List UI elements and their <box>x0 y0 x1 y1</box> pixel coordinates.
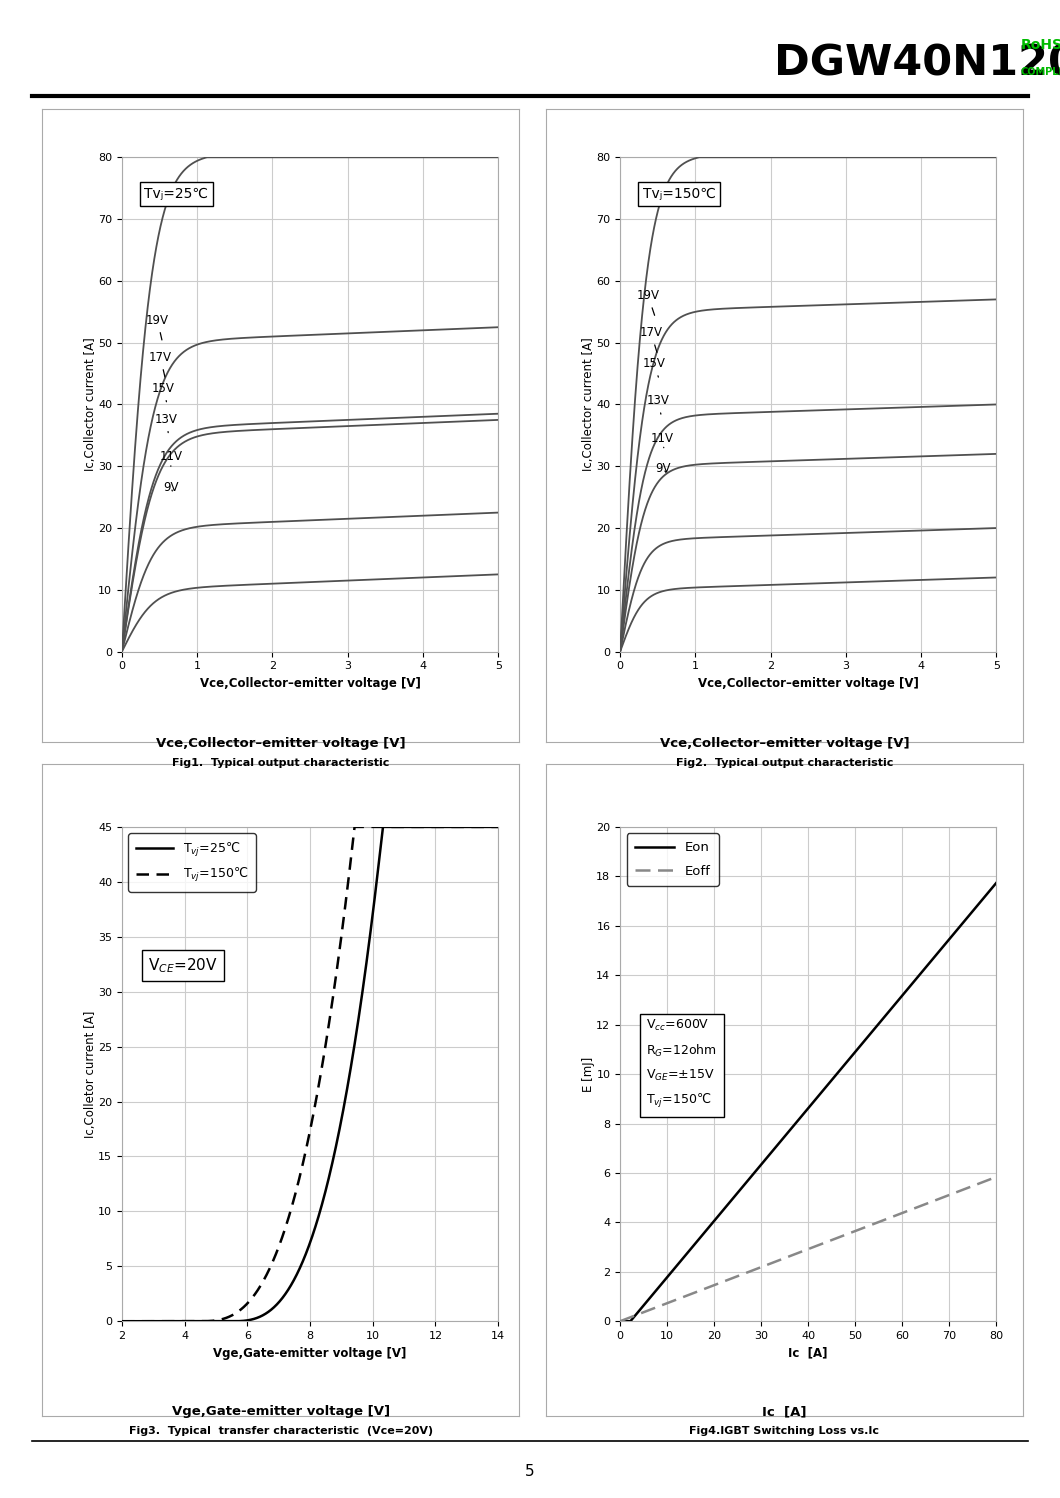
Text: V$_{CE}$=20V: V$_{CE}$=20V <box>148 956 218 975</box>
Y-axis label: Ic,Collector current [A]: Ic,Collector current [A] <box>84 337 96 472</box>
Text: Fig2.  Typical output characteristic: Fig2. Typical output characteristic <box>675 758 894 768</box>
X-axis label: Iᴄ  [A]: Iᴄ [A] <box>789 1347 828 1360</box>
Legend: T$_{vj}$=25℃, T$_{vj}$=150℃: T$_{vj}$=25℃, T$_{vj}$=150℃ <box>128 833 255 891</box>
Text: Tvⱼ=25℃: Tvⱼ=25℃ <box>144 187 209 201</box>
Text: 15V: 15V <box>642 358 666 377</box>
Text: Tvⱼ=150℃: Tvⱼ=150℃ <box>642 187 716 201</box>
Text: DGW40N120CTLQ: DGW40N120CTLQ <box>774 42 1060 84</box>
Y-axis label: Ic,Colletor current [A]: Ic,Colletor current [A] <box>84 1010 96 1138</box>
Text: 17V: 17V <box>149 351 172 377</box>
Y-axis label: Ic,Collector current [A]: Ic,Collector current [A] <box>582 337 595 472</box>
Text: 9V: 9V <box>163 481 179 494</box>
Text: RoHS: RoHS <box>1021 37 1060 52</box>
Text: 13V: 13V <box>647 394 669 413</box>
Text: Vge,Gate-emitter voltage [V]: Vge,Gate-emitter voltage [V] <box>172 1405 390 1419</box>
Text: Fig1.  Typical output characteristic: Fig1. Typical output characteristic <box>172 758 390 768</box>
Y-axis label: E [mJ]: E [mJ] <box>582 1056 595 1092</box>
Text: COMPLIANT: COMPLIANT <box>1021 67 1060 76</box>
Text: 11V: 11V <box>159 449 182 466</box>
Text: 5: 5 <box>525 1464 535 1479</box>
Text: 13V: 13V <box>155 413 178 433</box>
Text: 15V: 15V <box>152 382 175 401</box>
Text: 19V: 19V <box>146 315 169 340</box>
X-axis label: Vge,Gate-emitter voltage [V]: Vge,Gate-emitter voltage [V] <box>213 1347 407 1360</box>
Text: Vce,Collector–emitter voltage [V]: Vce,Collector–emitter voltage [V] <box>156 737 406 750</box>
X-axis label: Vce,Collector–emitter voltage [V]: Vce,Collector–emitter voltage [V] <box>199 677 421 691</box>
Text: Vce,Collector–emitter voltage [V]: Vce,Collector–emitter voltage [V] <box>659 737 909 750</box>
Text: 19V: 19V <box>637 289 659 315</box>
Text: 17V: 17V <box>639 327 662 352</box>
Text: Iᴄ  [A]: Iᴄ [A] <box>762 1405 807 1419</box>
Text: Fig3.  Typical  transfer characteristic  (Vce=20V): Fig3. Typical transfer characteristic (V… <box>129 1426 432 1437</box>
Text: 11V: 11V <box>651 431 674 448</box>
Text: Fig4.IGBT Switching Loss vs.Ic: Fig4.IGBT Switching Loss vs.Ic <box>689 1426 880 1437</box>
Text: V$_{cc}$=600V
R$_G$=12ohm
V$_{GE}$=±15V
T$_{vj}$=150℃: V$_{cc}$=600V R$_G$=12ohm V$_{GE}$=±15V … <box>647 1019 718 1110</box>
X-axis label: Vce,Collector–emitter voltage [V]: Vce,Collector–emitter voltage [V] <box>697 677 919 691</box>
Legend: Eon, Eoff: Eon, Eoff <box>626 833 719 885</box>
Text: 9V: 9V <box>655 463 671 475</box>
